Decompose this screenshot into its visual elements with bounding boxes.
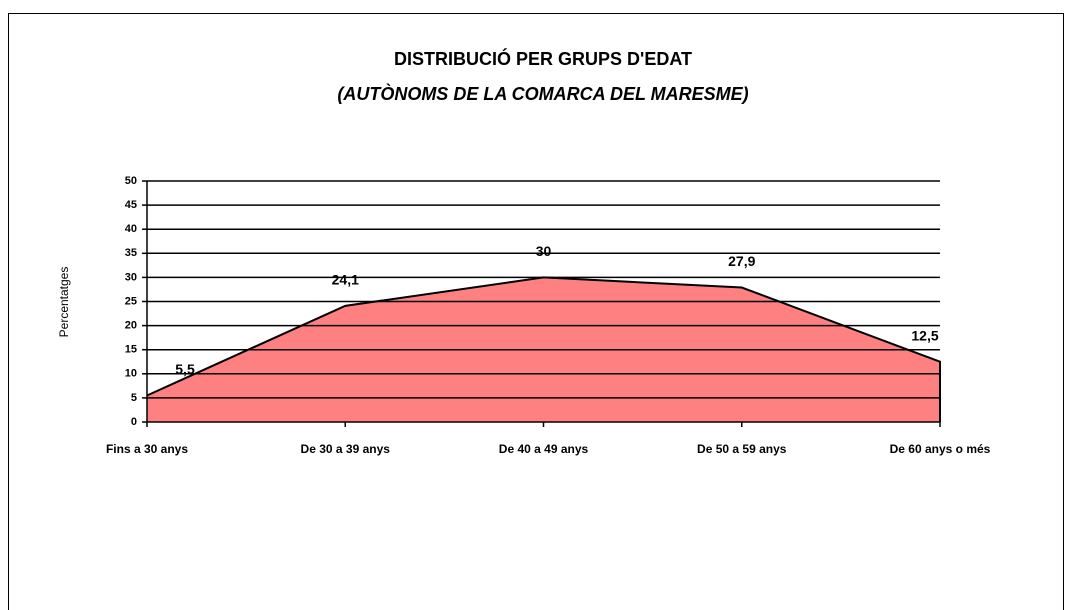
x-tick-label: De 40 a 49 anys: [499, 442, 589, 456]
x-tick-label: De 50 a 59 anys: [697, 442, 787, 456]
y-tick-label: 15: [125, 344, 137, 356]
y-axis-label: Percentatges: [57, 267, 71, 338]
value-label: 24,1: [332, 272, 359, 288]
y-tick-label: 30: [125, 271, 137, 283]
chart-subtitle: (AUTÒNOMS DE LA COMARCA DEL MARESME): [337, 83, 748, 104]
y-tick-label: 20: [125, 320, 137, 332]
y-tick-label: 35: [125, 247, 137, 259]
x-tick-label: Fins a 30 anys: [106, 442, 188, 456]
y-tick-label: 0: [131, 416, 137, 428]
chart-title: DISTRIBUCIÓ PER GRUPS D'EDAT: [394, 48, 692, 69]
value-label: 27,9: [728, 253, 755, 269]
y-tick-label: 45: [125, 199, 137, 211]
area-line: [146, 276, 941, 422]
value-label: 12,5: [911, 327, 938, 343]
y-tick-label: 25: [125, 295, 137, 307]
y-tick-label: 50: [125, 175, 137, 187]
y-tick-label: 5: [131, 392, 137, 404]
x-tick-label: De 30 a 39 anys: [301, 442, 391, 456]
y-tick-label: 40: [125, 223, 137, 235]
y-tick-label: 10: [125, 368, 137, 380]
x-tick-label: De 60 anys o més: [890, 442, 991, 456]
value-label: 30: [536, 243, 552, 259]
value-label: 5,5: [175, 361, 195, 377]
